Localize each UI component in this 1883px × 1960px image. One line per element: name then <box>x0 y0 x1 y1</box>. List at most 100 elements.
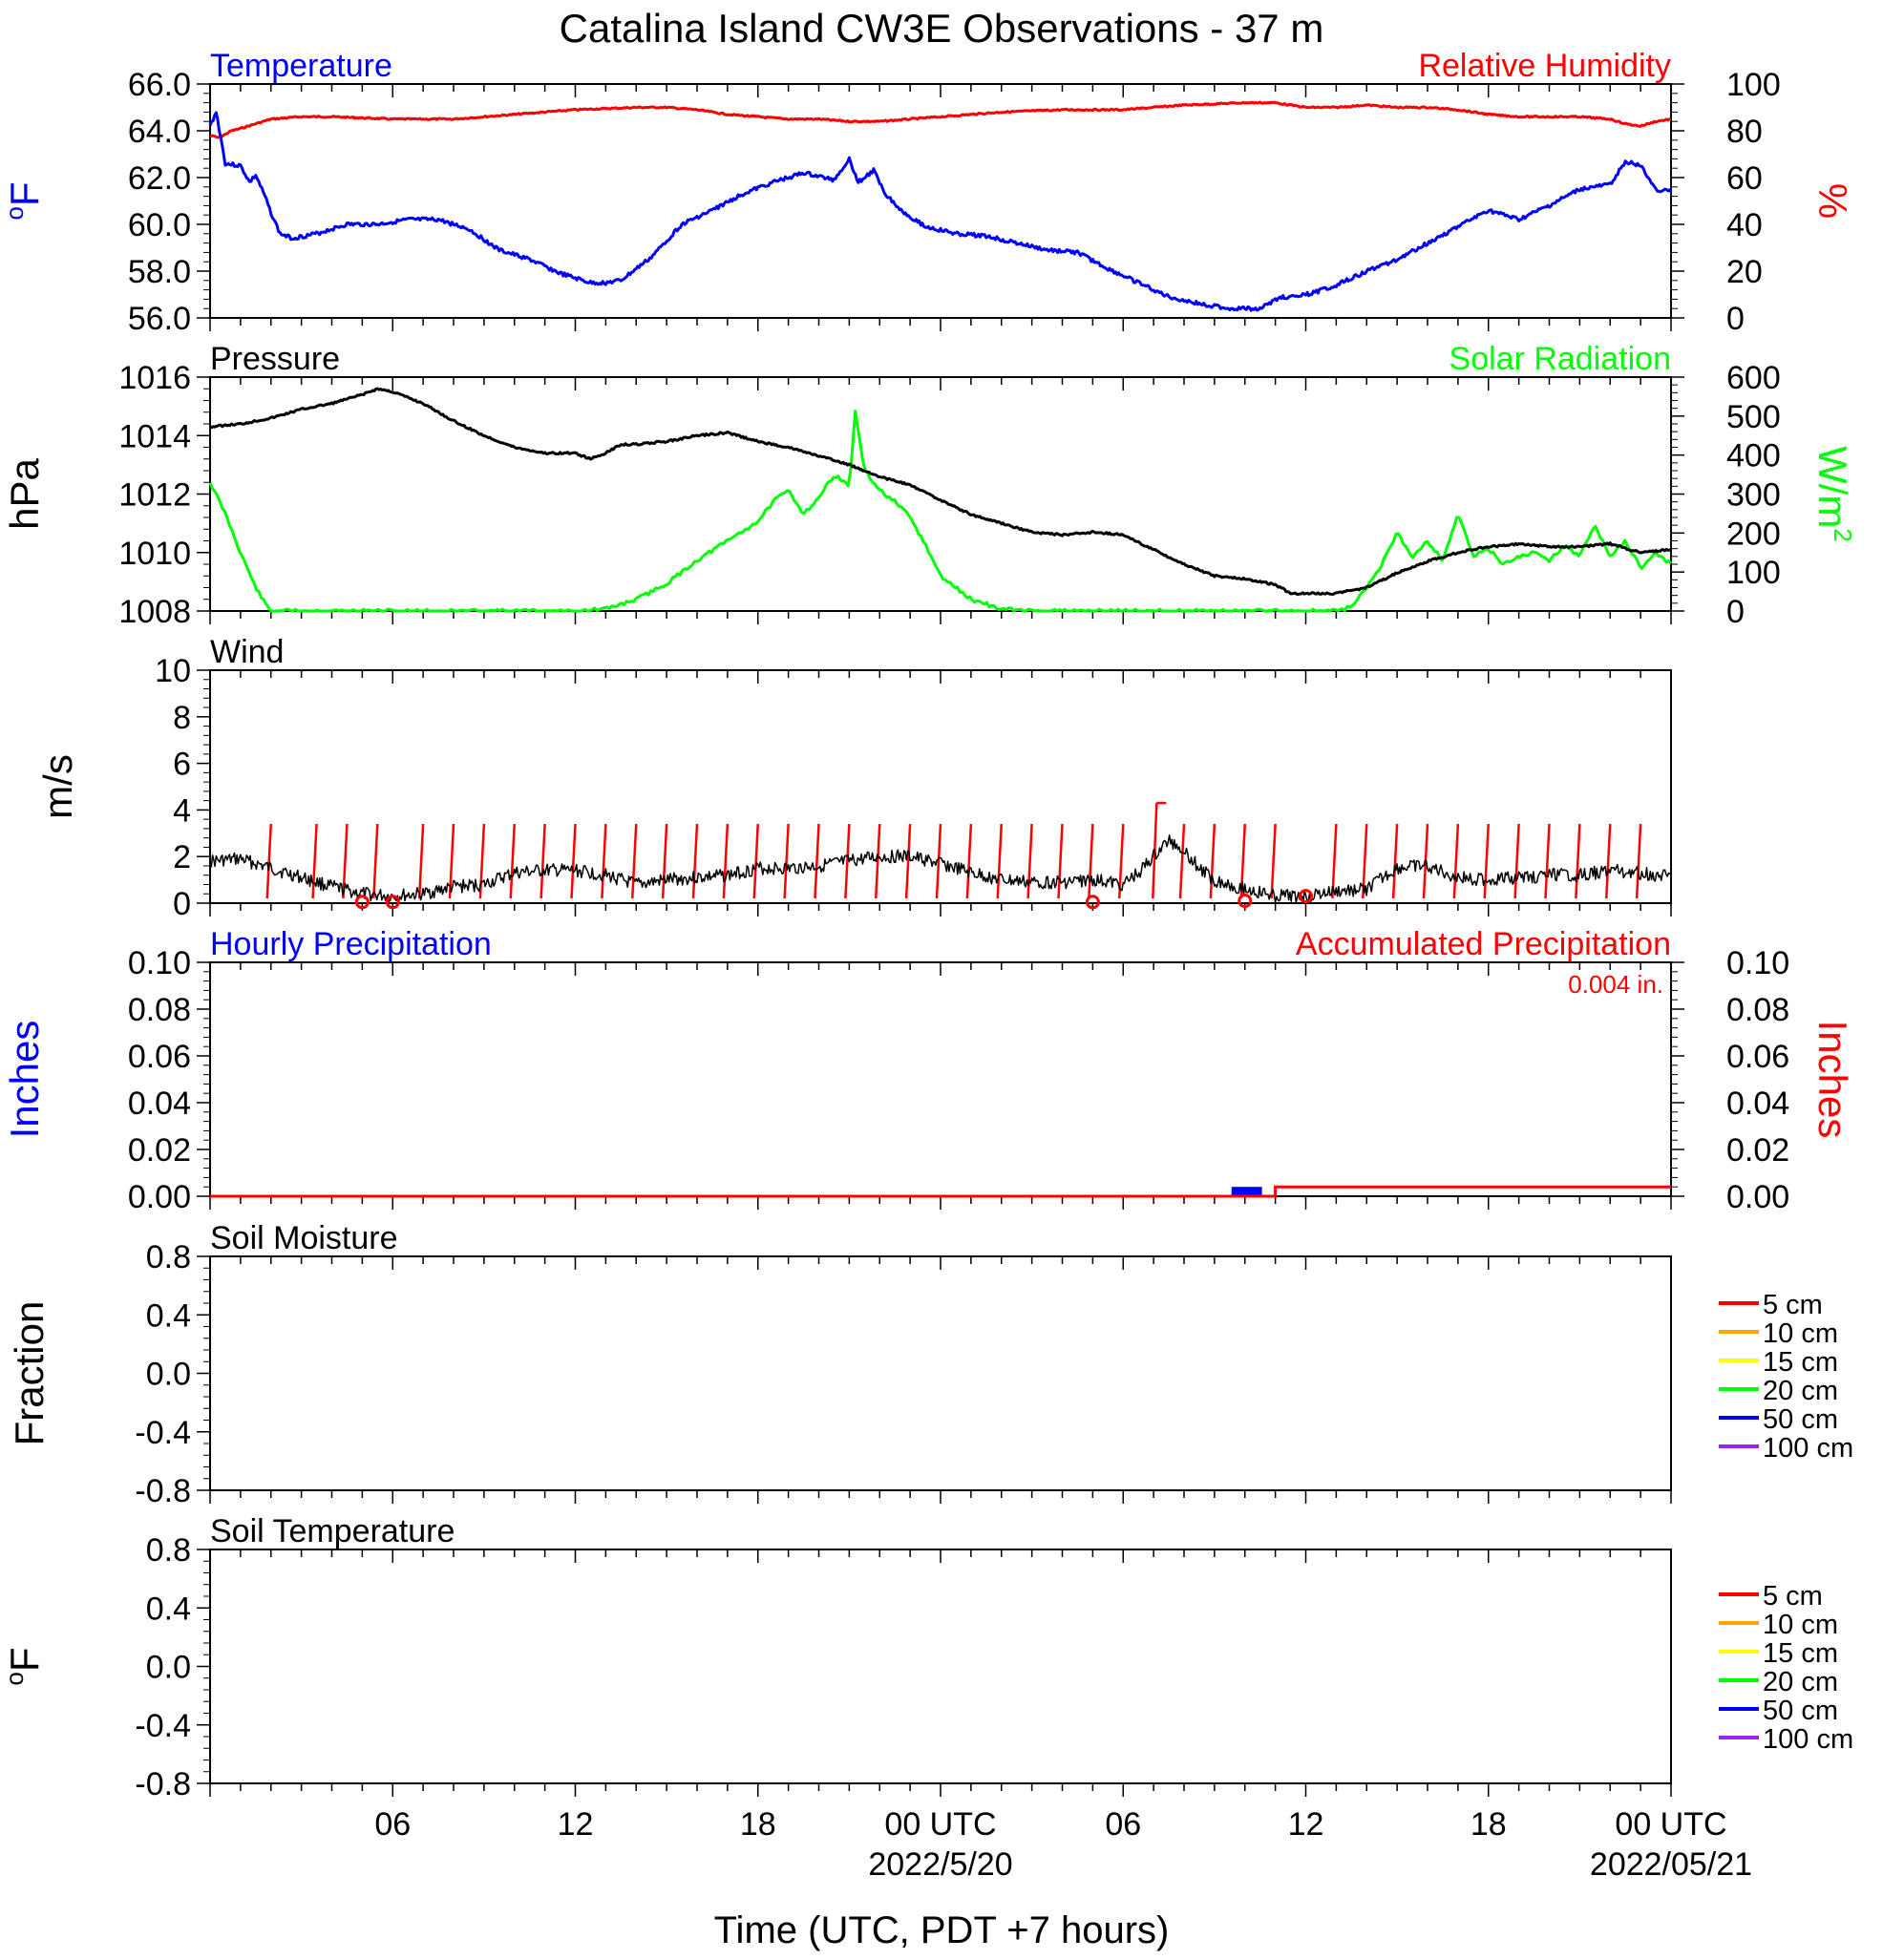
x-tick-date-label: 2022/5/20 <box>868 1846 1012 1883</box>
wind-barb <box>1270 823 1277 899</box>
y-tick-label-left: 1008 <box>118 594 191 630</box>
wind-barb <box>935 823 942 899</box>
x-tick-label: 18 <box>740 1806 776 1843</box>
legend-label: 15 cm <box>1763 1638 1838 1669</box>
x-axis-label: Time (UTC, PDT +7 hours) <box>714 1909 1170 1951</box>
humidity-line <box>209 100 1672 139</box>
calm-wind-circle <box>1085 895 1100 910</box>
legend-label: 15 cm <box>1763 1347 1838 1378</box>
x-tick-label: 00 UTC <box>884 1806 996 1843</box>
wind-barb <box>1575 823 1581 899</box>
legend-label: 5 cm <box>1763 1581 1823 1612</box>
y-tick-label-right: 0.02 <box>1726 1132 1789 1169</box>
panel-frame <box>209 1549 1672 1784</box>
wind-barb <box>417 823 425 899</box>
x-tick-label: 00 UTC <box>1615 1806 1726 1843</box>
accumulated-total-label: 0.004 in. <box>1568 970 1663 999</box>
y-tick-label-right: 0.10 <box>1726 945 1789 981</box>
wind-barb <box>509 823 516 899</box>
wind-title: Wind <box>210 634 284 670</box>
soil-temperature-title: Soil Temperature <box>210 1513 455 1549</box>
wind-barb <box>1544 823 1551 899</box>
soil-moisture-title: Soil Moisture <box>210 1220 398 1256</box>
y-tick-label-left: 0.08 <box>128 992 191 1028</box>
y-tick-label-left: 0.4 <box>146 1297 191 1334</box>
accumulated-precip-line <box>210 1185 1671 1198</box>
panels: 66.064.062.060.058.056.0100806040200Temp… <box>0 48 1857 1802</box>
legend-label: 100 cm <box>1763 1433 1853 1464</box>
y-tick-label-left: 64.0 <box>128 114 191 150</box>
calm-wind-circle <box>354 895 370 910</box>
legend-label: 20 cm <box>1763 1667 1838 1697</box>
wind-barb <box>311 823 318 899</box>
temperature-line <box>208 111 1673 312</box>
y-tick-label-left: 0.02 <box>128 1132 191 1169</box>
wind-barb <box>372 823 379 899</box>
y-tick-label-right: 100 <box>1726 555 1781 591</box>
solar-line <box>208 410 1673 613</box>
x-tick-date-label: 2022/05/21 <box>1590 1846 1752 1883</box>
pressure-line <box>209 387 1672 596</box>
legend-label: 50 cm <box>1763 1696 1838 1726</box>
humidity-unit-label: % <box>1810 183 1855 219</box>
y-tick-label-right: 0 <box>1726 301 1745 337</box>
accumulated-precip-unit-label: Inches <box>1810 1021 1855 1139</box>
hourly-precip-bar <box>1231 1187 1262 1196</box>
solar-title: Solar Radiation <box>1449 341 1671 377</box>
wind-barb <box>904 823 912 899</box>
panel-temperature-humidity: 66.0 64.0 62.0 60.0 58.0 56.0 100 80 60 40 20 0 Temp… <box>0 48 1855 337</box>
legend-label: 10 cm <box>1763 1318 1838 1349</box>
y-tick-label-right: 600 <box>1726 360 1781 396</box>
wind-barb <box>661 823 668 899</box>
legend-label: 10 cm <box>1763 1610 1838 1640</box>
y-tick-label-right: 200 <box>1726 516 1781 552</box>
y-tick-label-left: 0.0 <box>146 1650 191 1686</box>
y-tick-label-left: 0.0 <box>146 1357 191 1393</box>
y-tick-label-right: 0.08 <box>1726 992 1789 1028</box>
y-tick-label-left: 1012 <box>118 477 191 514</box>
wind-barb <box>1057 823 1064 899</box>
y-tick-label-right: 300 <box>1726 477 1781 514</box>
soil-moisture-unit-label: Fraction <box>7 1301 52 1446</box>
panel-precipitation: 0.10 0.08 0.06 0.04 0.02 0.00 0.10 0.08 0.06 0.04… <box>2 926 1855 1215</box>
y-tick-label-right: 40 <box>1726 207 1763 243</box>
y-tick-label-left: 8 <box>173 700 191 736</box>
y-tick-label-right: 0.04 <box>1726 1085 1789 1122</box>
wind-barb <box>1391 823 1399 899</box>
y-tick-label-left: -0.8 <box>135 1473 191 1509</box>
wind-barb <box>631 823 638 899</box>
hourly-precip-unit-label: Inches <box>2 1021 47 1139</box>
solar-unit-label: W/m2 <box>1810 446 1857 542</box>
wind-barb <box>1209 823 1217 899</box>
y-tick-label-left: 0.06 <box>128 1039 191 1075</box>
y-tick-label-left: 0.04 <box>128 1085 191 1122</box>
y-tick-label-left: 0.8 <box>146 1532 191 1569</box>
wind-barb <box>1026 823 1033 899</box>
y-tick-label-right: 20 <box>1726 254 1763 290</box>
y-tick-label-left: 0.00 <box>128 1179 191 1215</box>
wind-barb <box>1635 823 1642 899</box>
wind-barb <box>752 823 759 899</box>
soil-temperature-unit-label: oF <box>0 1647 47 1685</box>
wind-barb <box>1331 823 1338 899</box>
y-tick-label-left: 66.0 <box>128 67 191 103</box>
y-tick-label-left: 2 <box>173 839 191 875</box>
legend-label: 100 cm <box>1763 1724 1853 1755</box>
y-tick-label-left: 58.0 <box>128 254 191 290</box>
wind-barb <box>875 823 881 899</box>
wind-barb <box>540 823 546 899</box>
wind-unit-label: m/s <box>35 754 80 819</box>
y-tick-label-right: 0 <box>1726 594 1745 630</box>
y-tick-label-right: 0.00 <box>1726 1179 1789 1215</box>
panel-frame <box>209 669 1672 904</box>
x-tick-label: 12 <box>1288 1806 1324 1843</box>
x-tick-label: 06 <box>374 1806 411 1843</box>
accumulated-precip-title: Accumulated Precipitation <box>1296 926 1671 962</box>
wind-barb <box>601 823 607 899</box>
y-tick-label-left: 0.10 <box>128 945 191 981</box>
y-tick-label-right: 60 <box>1726 160 1763 197</box>
y-tick-label-left: 4 <box>173 792 191 829</box>
y-tick-label-left: 6 <box>173 747 191 783</box>
